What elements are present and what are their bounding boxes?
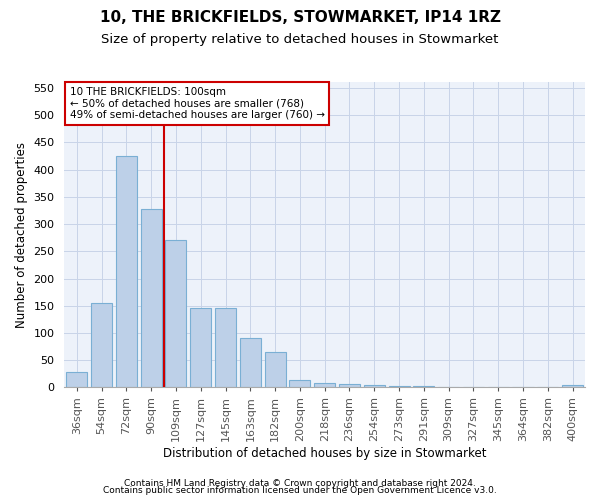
Bar [364,385,385,388]
Bar [140,209,162,388]
Bar [190,308,211,388]
Bar [166,240,187,388]
Text: Contains public sector information licensed under the Open Government Licence v3: Contains public sector information licen… [103,486,497,495]
Bar [66,372,88,388]
Bar [339,384,360,388]
Bar [116,156,137,388]
X-axis label: Distribution of detached houses by size in Stowmarket: Distribution of detached houses by size … [163,447,487,460]
Bar [289,380,310,388]
Bar [488,387,509,388]
Y-axis label: Number of detached properties: Number of detached properties [15,142,28,328]
Bar [240,338,261,388]
Bar [413,386,434,388]
Bar [215,308,236,388]
Bar [389,386,410,388]
Bar [438,387,459,388]
Text: 10 THE BRICKFIELDS: 100sqm
← 50% of detached houses are smaller (768)
49% of sem: 10 THE BRICKFIELDS: 100sqm ← 50% of deta… [70,87,325,120]
Text: Size of property relative to detached houses in Stowmarket: Size of property relative to detached ho… [101,32,499,46]
Bar [314,382,335,388]
Bar [562,385,583,388]
Bar [265,352,286,388]
Text: Contains HM Land Registry data © Crown copyright and database right 2024.: Contains HM Land Registry data © Crown c… [124,478,476,488]
Bar [463,387,484,388]
Text: 10, THE BRICKFIELDS, STOWMARKET, IP14 1RZ: 10, THE BRICKFIELDS, STOWMARKET, IP14 1R… [100,10,500,25]
Bar [91,303,112,388]
